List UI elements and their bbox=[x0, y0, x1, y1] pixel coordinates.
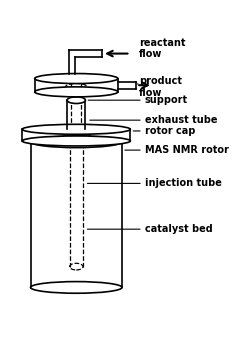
Text: exhaust tube: exhaust tube bbox=[144, 115, 217, 125]
Text: injection tube: injection tube bbox=[144, 178, 221, 188]
Text: reactant
flow: reactant flow bbox=[139, 38, 185, 59]
Ellipse shape bbox=[31, 282, 122, 293]
Text: rotor cap: rotor cap bbox=[144, 126, 195, 136]
Ellipse shape bbox=[35, 87, 118, 97]
Ellipse shape bbox=[67, 97, 86, 104]
Ellipse shape bbox=[22, 136, 130, 146]
Ellipse shape bbox=[35, 74, 118, 84]
Text: product
flow: product flow bbox=[139, 76, 182, 98]
Ellipse shape bbox=[31, 136, 122, 148]
Text: support: support bbox=[144, 95, 188, 105]
Text: MAS NMR rotor: MAS NMR rotor bbox=[144, 145, 228, 155]
Text: catalyst bed: catalyst bed bbox=[144, 224, 212, 234]
Ellipse shape bbox=[22, 124, 130, 134]
